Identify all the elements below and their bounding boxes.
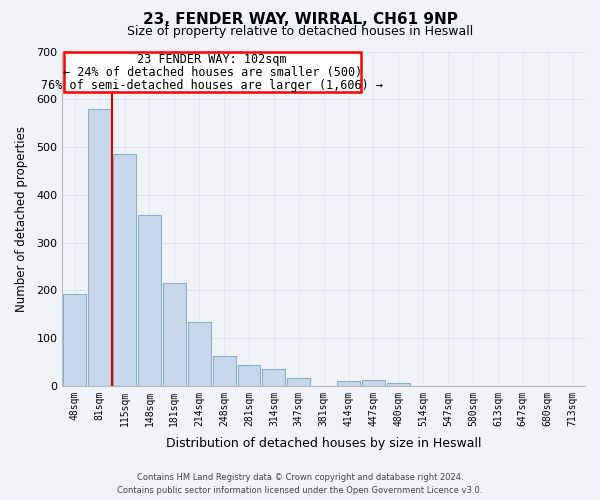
Bar (163, 282, 186, 386)
X-axis label: Distribution of detached houses by size in Heswall: Distribution of detached houses by size … (166, 437, 481, 450)
Bar (138, 216, 161, 386)
Bar (64, 52, 361, 92)
Bar (212, 356, 236, 386)
Bar (64, 294, 86, 386)
Bar (113, 154, 136, 386)
Bar (387, 384, 410, 386)
Text: 76% of semi-detached houses are larger (1,606) →: 76% of semi-detached houses are larger (… (41, 78, 383, 92)
Bar (362, 380, 385, 386)
Bar (287, 378, 310, 386)
Text: ← 24% of detached houses are smaller (500): ← 24% of detached houses are smaller (50… (62, 66, 362, 79)
Bar (188, 322, 211, 386)
Text: Contains HM Land Registry data © Crown copyright and database right 2024.
Contai: Contains HM Land Registry data © Crown c… (118, 474, 482, 495)
Text: Size of property relative to detached houses in Heswall: Size of property relative to detached ho… (127, 25, 473, 38)
Y-axis label: Number of detached properties: Number of detached properties (15, 126, 28, 312)
Bar (88, 109, 111, 386)
Text: 23 FENDER WAY: 102sqm: 23 FENDER WAY: 102sqm (137, 53, 287, 66)
Bar (238, 365, 260, 386)
Bar (262, 369, 286, 386)
Bar (337, 381, 360, 386)
Text: 23, FENDER WAY, WIRRAL, CH61 9NP: 23, FENDER WAY, WIRRAL, CH61 9NP (143, 12, 457, 28)
